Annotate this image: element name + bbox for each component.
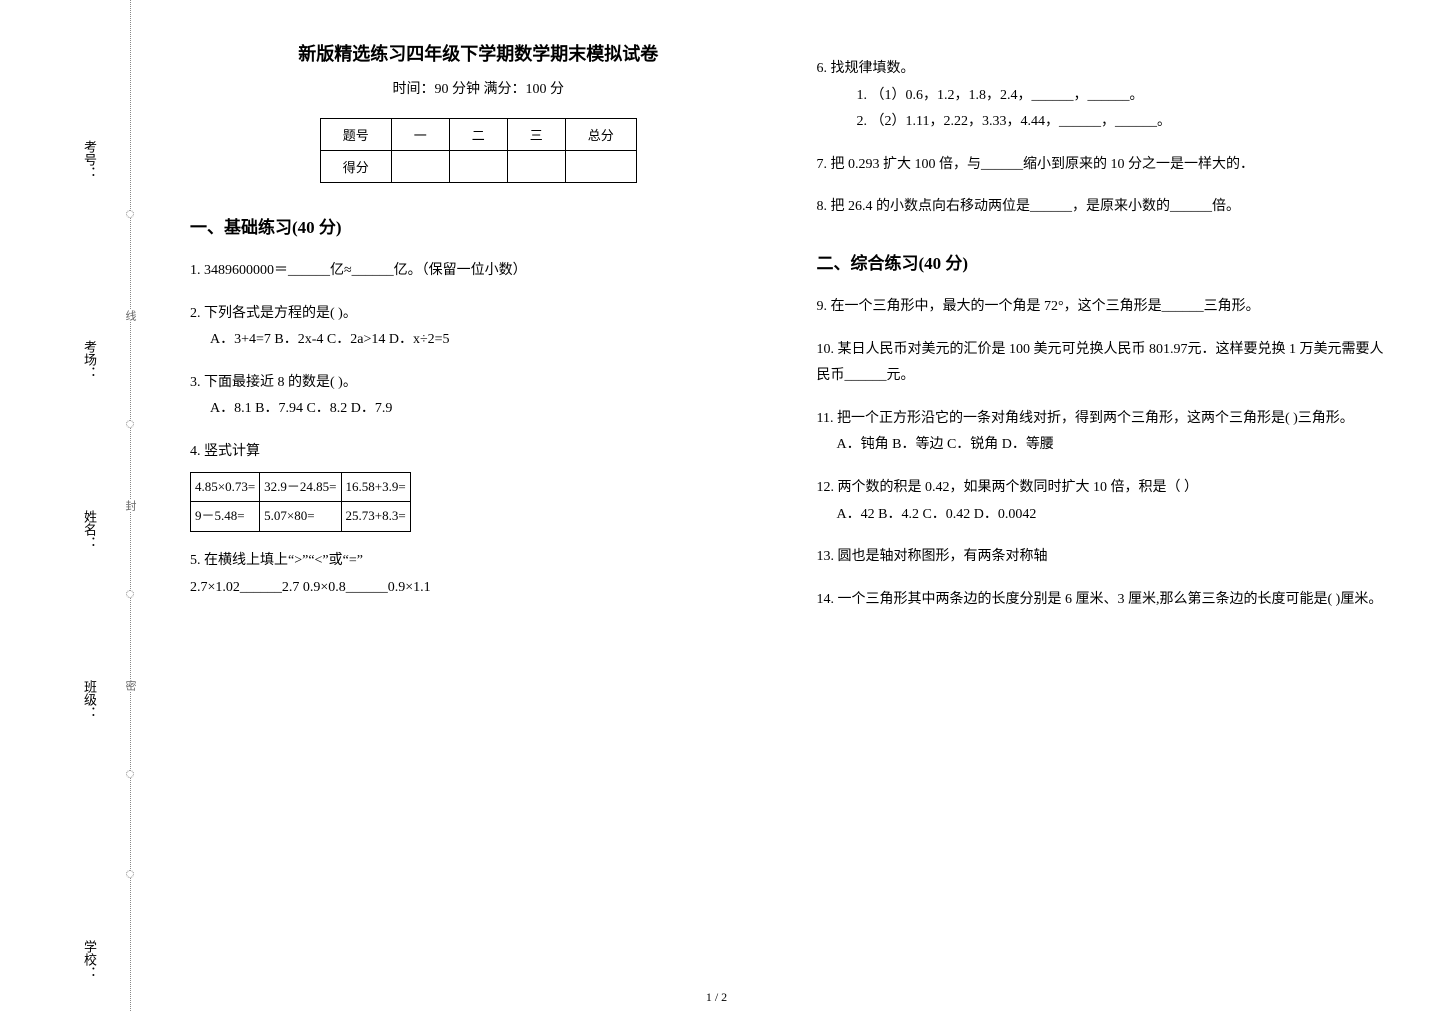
q4-cell: 9－5.48=: [191, 502, 260, 532]
label-class: 班级：: [80, 680, 99, 719]
question-14: 14. 一个三角形其中两条边的长度分别是 6 厘米、3 厘米,那么第三条边的长度…: [817, 587, 1394, 614]
q4-table: 4.85×0.73= 32.9－24.85= 16.58+3.9= 9－5.48…: [190, 472, 411, 532]
section-1-title: 一、基础练习(40 分): [190, 213, 767, 238]
score-cell: [391, 151, 449, 183]
q4-cell: 32.9－24.85=: [260, 472, 341, 502]
binding-circle: [126, 210, 134, 218]
exam-title: 新版精选练习四年级下学期数学期末模拟试卷: [190, 40, 767, 66]
q2-options: A．3+4=7 B．2x-4 C．2a>14 D．x÷2=5: [190, 327, 767, 354]
q3-stem: 3. 下面最接近 8 的数是( )。: [190, 370, 767, 397]
page: 新版精选练习四年级下学期数学期末模拟试卷 时间：90 分钟 满分：100 分 题…: [190, 40, 1393, 991]
q5-line: 2.7×1.02______2.7 0.9×0.8______0.9×1.1: [190, 575, 767, 602]
question-3: 3. 下面最接近 8 的数是( )。 A．8.1 B．7.94 C．8.2 D．…: [190, 370, 767, 423]
binding-circle: [126, 770, 134, 778]
section-2-title: 二、综合练习(40 分): [817, 249, 1394, 274]
q6-stem: 6. 找规律填数。: [817, 56, 1394, 83]
score-col: 三: [507, 119, 565, 151]
page-number: 1 / 2: [706, 990, 727, 1005]
question-7: 7. 把 0.293 扩大 100 倍，与______缩小到原来的 10 分之一…: [817, 152, 1394, 179]
q4-stem: 4. 竖式计算: [190, 439, 767, 466]
score-cell: [565, 151, 636, 183]
q11-stem: 11. 把一个正方形沿它的一条对角线对折，得到两个三角形，这两个三角形是( )三…: [817, 406, 1394, 433]
left-column: 新版精选练习四年级下学期数学期末模拟试卷 时间：90 分钟 满分：100 分 题…: [190, 40, 767, 991]
label-room: 考场：: [80, 340, 99, 379]
question-11: 11. 把一个正方形沿它的一条对角线对折，得到两个三角形，这两个三角形是( )三…: [817, 406, 1394, 459]
label-exam-id: 考号：: [80, 140, 99, 179]
binding-circle: [126, 870, 134, 878]
label-name: 姓名：: [80, 510, 99, 549]
q4-cell: 25.73+8.3=: [341, 502, 410, 532]
q4-cell: 4.85×0.73=: [191, 472, 260, 502]
question-12: 12. 两个数的积是 0.42，如果两个数同时扩大 10 倍，积是（ ） A．4…: [817, 475, 1394, 528]
q12-options: A．42 B．4.2 C．0.42 D．0.0042: [817, 502, 1394, 529]
question-1: 1. 3489600000＝______亿≈______亿。（保留一位小数）: [190, 258, 767, 285]
score-col: 总分: [565, 119, 636, 151]
q11-options: A．钝角 B．等边 C．锐角 D．等腰: [817, 432, 1394, 459]
question-8: 8. 把 26.4 的小数点向右移动两位是______，是原来小数的______…: [817, 194, 1394, 221]
exam-subtitle: 时间：90 分钟 满分：100 分: [190, 78, 767, 98]
score-col: 题号: [320, 119, 391, 151]
q3-options: A．8.1 B．7.94 C．8.2 D．7.9: [190, 396, 767, 423]
question-4: 4. 竖式计算 4.85×0.73= 32.9－24.85= 16.58+3.9…: [190, 439, 767, 532]
score-col: 一: [391, 119, 449, 151]
q12-stem: 12. 两个数的积是 0.42，如果两个数同时扩大 10 倍，积是（ ）: [817, 475, 1394, 502]
binding-margin: 考号： 考场： 姓名： 班级： 学校： 线 封 密: [60, 0, 170, 1011]
question-9: 9. 在一个三角形中，最大的一个角是 72°，这个三角形是______三角形。: [817, 294, 1394, 321]
q6-sub1: 1. （1）0.6，1.2，1.8，2.4，______，______。: [817, 83, 1394, 110]
q2-stem: 2. 下列各式是方程的是( )。: [190, 301, 767, 328]
q6-sub2: 2. （2）1.11，2.22，3.33，4.44，______，______。: [817, 109, 1394, 136]
question-5: 5. 在横线上填上“>”“<”或“=” 2.7×1.02______2.7 0.…: [190, 548, 767, 601]
q4-cell: 5.07×80=: [260, 502, 341, 532]
score-col: 二: [449, 119, 507, 151]
q4-cell: 16.58+3.9=: [341, 472, 410, 502]
q5-stem: 5. 在横线上填上“>”“<”或“=”: [190, 548, 767, 575]
question-2: 2. 下列各式是方程的是( )。 A．3+4=7 B．2x-4 C．2a>14 …: [190, 301, 767, 354]
score-row-label: 得分: [320, 151, 391, 183]
binding-circle: [126, 590, 134, 598]
question-6: 6. 找规律填数。 1. （1）0.6，1.2，1.8，2.4，______，_…: [817, 56, 1394, 136]
right-column: 6. 找规律填数。 1. （1）0.6，1.2，1.8，2.4，______，_…: [817, 40, 1394, 991]
label-school: 学校：: [80, 940, 99, 979]
score-cell: [507, 151, 565, 183]
binding-seg-xian: 线: [122, 310, 138, 321]
binding-circle: [126, 420, 134, 428]
question-13: 13. 圆也是轴对称图形，有两条对称轴: [817, 544, 1394, 571]
question-10: 10. 某日人民币对美元的汇价是 100 美元可兑换人民币 801.97元．这样…: [817, 337, 1394, 390]
score-cell: [449, 151, 507, 183]
binding-seg-mi: 密: [122, 680, 138, 691]
score-table: 题号 一 二 三 总分 得分: [320, 118, 637, 183]
binding-seg-feng: 封: [122, 500, 138, 511]
